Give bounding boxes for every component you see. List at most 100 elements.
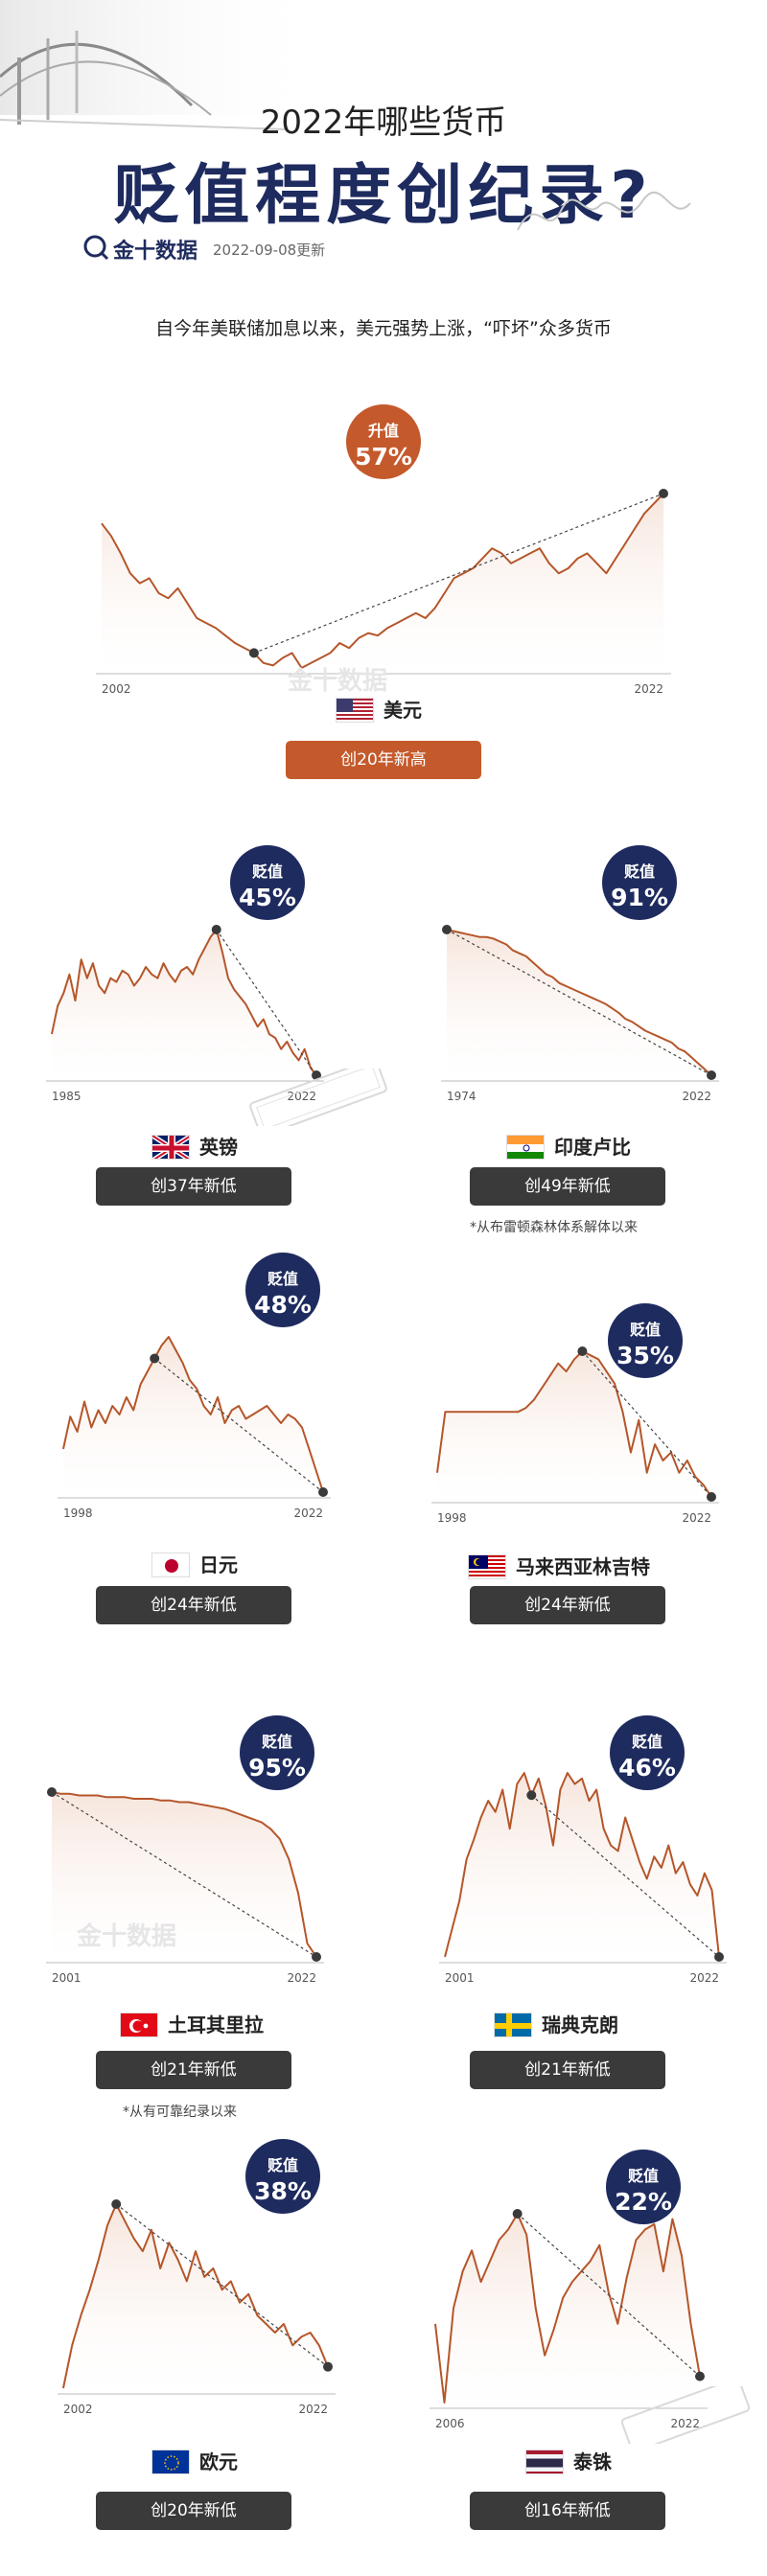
sweden-flag-icon: [494, 2012, 532, 2037]
extreme-point: [442, 925, 452, 934]
currency-label-eur: 欧元: [199, 2450, 238, 2473]
area-fill: [63, 2204, 328, 2394]
extreme-point: [659, 489, 668, 498]
currency-label-gbp: 英镑: [199, 1136, 238, 1159]
extreme-point: [111, 2199, 122, 2209]
brand-name: 金十数据: [113, 240, 198, 264]
record-badge-inr: 创49年新低: [470, 1167, 665, 1206]
currency-label-myr: 马来西亚林吉特: [516, 1555, 650, 1578]
change-label: 贬值: [623, 862, 655, 881]
x-tick-start: 2001: [52, 1971, 81, 1985]
currency-label-inr: 印度卢比: [554, 1136, 631, 1159]
change-label: 贬值: [629, 1321, 661, 1339]
series-line: [62, 1336, 324, 1493]
trend-line: [530, 1794, 720, 1958]
area-fill: [447, 930, 711, 1081]
change-value: 22%: [615, 2188, 672, 2216]
currency-label-try: 土耳其里拉: [168, 2013, 264, 2036]
x-tick-end: 2022: [682, 1090, 711, 1103]
extreme-point: [512, 2209, 523, 2219]
change-label: 升值: [367, 422, 399, 440]
x-tick-end: 2022: [298, 2403, 328, 2416]
update-date: 2022-09-08更新: [213, 242, 326, 259]
x-tick-start: 1998: [437, 1511, 467, 1525]
change-badge-try: 贬值 95%: [240, 1715, 314, 1790]
series-line: [62, 2203, 329, 2389]
area-fill: [102, 494, 663, 674]
change-value: 95%: [248, 1754, 306, 1782]
us-flag-icon: [336, 698, 374, 723]
record-badge-try: 创21年新低: [96, 2051, 291, 2089]
extreme-point: [707, 1492, 716, 1502]
change-value: 46%: [618, 1754, 676, 1782]
change-badge-gbp: 贬值 45%: [230, 845, 305, 920]
thailand-flag-icon: [525, 2450, 564, 2474]
x-tick-start: 2006: [435, 2417, 465, 2430]
header: 2022年哪些货币 贬值程度创纪录? 金十数据 2022-09-08更新: [0, 0, 767, 288]
currency-label-thb: 泰铢: [573, 2450, 612, 2473]
x-tick-start: 2001: [445, 1971, 475, 1985]
record-badge-jpy: 创24年新低: [96, 1586, 291, 1624]
record-badge-gbp: 创37年新低: [96, 1167, 291, 1206]
series-line: [436, 1350, 712, 1498]
watermark-stamp-icon: [620, 2386, 751, 2444]
chart-gbp: 1985 2022: [46, 925, 324, 1103]
extreme-point: [312, 1952, 321, 1962]
series-line: [444, 1772, 720, 1958]
note-inr: *从布雷顿森林体系解体以来: [470, 1220, 638, 1235]
extreme-point: [707, 1070, 716, 1080]
trend-line: [253, 493, 664, 654]
extreme-point: [323, 2361, 333, 2372]
trend-line: [517, 2213, 701, 2378]
area-fill: [435, 2214, 700, 2408]
chart-try: 2001 2022: [46, 1787, 324, 1985]
area-fill: [52, 1792, 316, 1963]
change-label: 贬值: [631, 1733, 662, 1751]
title-line-2: 贬值程度创纪录?: [113, 158, 654, 234]
extreme-point: [47, 1787, 57, 1797]
india-flag-icon: [506, 1135, 545, 1160]
chart-myr: 1998 2022: [431, 1346, 719, 1525]
x-tick-start: 2002: [63, 2403, 93, 2416]
area-fill: [63, 1337, 323, 1498]
trend-line: [153, 1358, 324, 1493]
chart-jpy: 1998 2022: [58, 1336, 331, 1520]
change-label: 贬值: [261, 1733, 292, 1751]
area-fill: [445, 1773, 719, 1963]
japan-flag-icon: [151, 1552, 190, 1577]
record-badge-usd: 创20年新高: [286, 741, 481, 779]
signature-script: [517, 191, 691, 231]
extreme-point: [695, 2371, 705, 2381]
chart-usd: 2002 2022: [96, 489, 671, 696]
area-fill: [52, 930, 316, 1081]
change-value: 38%: [254, 2177, 312, 2205]
brand-logo-icon: [83, 235, 109, 261]
eu-flag-icon: [151, 2450, 190, 2474]
malaysia-flag-icon: [468, 1554, 506, 1579]
change-badge-thb: 贬值 22%: [606, 2150, 681, 2224]
change-label: 贬值: [251, 862, 283, 881]
change-value: 35%: [616, 1342, 674, 1369]
x-tick-end: 2022: [682, 1511, 711, 1525]
x-tick-start: 1974: [447, 1090, 476, 1103]
change-label: 贬值: [267, 1270, 298, 1288]
x-tick-end: 2022: [293, 1506, 323, 1520]
subtitle: 自今年美联储加息以来，美元强势上涨，“吓坏”众多货币: [155, 318, 612, 339]
change-value: 48%: [254, 1291, 312, 1319]
record-badge-myr: 创24年新低: [470, 1586, 665, 1624]
change-badge-sek: 贬值 46%: [610, 1715, 685, 1790]
record-badge-eur: 创20年新低: [96, 2492, 291, 2530]
extreme-point: [577, 1346, 588, 1356]
change-badge-jpy: 贬值 48%: [245, 1253, 320, 1327]
change-badge-usd: 升值 57%: [346, 404, 421, 479]
x-tick-end: 2022: [634, 682, 663, 696]
title-line-1: 2022年哪些货币: [260, 104, 507, 142]
series-line: [434, 2213, 701, 2404]
change-badge-eur: 贬值 38%: [245, 2139, 320, 2214]
change-badge-myr: 贬值 35%: [608, 1303, 683, 1378]
change-label: 贬值: [267, 2156, 298, 2174]
extreme-point: [150, 1353, 160, 1364]
x-tick-start: 1985: [52, 1090, 81, 1103]
x-tick-end: 2022: [689, 1971, 719, 1985]
change-value: 45%: [239, 884, 296, 911]
